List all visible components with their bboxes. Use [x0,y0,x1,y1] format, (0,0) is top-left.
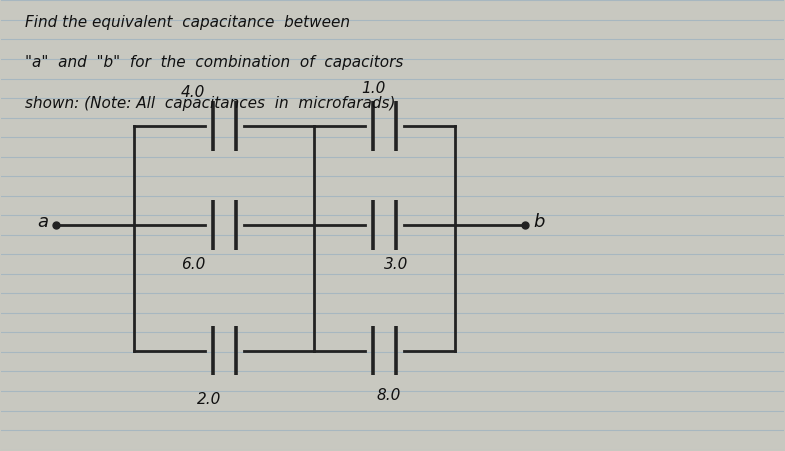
Text: 2.0: 2.0 [196,391,221,406]
Text: 6.0: 6.0 [181,257,205,272]
Text: Find the equivalent  capacitance  between: Find the equivalent capacitance between [25,15,350,30]
Text: a: a [38,212,49,230]
Text: "a"  and  "b"  for  the  combination  of  capacitors: "a" and "b" for the combination of capac… [25,55,403,70]
Text: 3.0: 3.0 [384,257,409,272]
Text: shown: (Note: All  capacitances  in  microfarads): shown: (Note: All capacitances in microf… [25,96,396,110]
Text: 1.0: 1.0 [361,81,385,96]
Text: b: b [533,212,545,230]
Text: 8.0: 8.0 [376,387,401,402]
Text: 4.0: 4.0 [181,85,205,100]
